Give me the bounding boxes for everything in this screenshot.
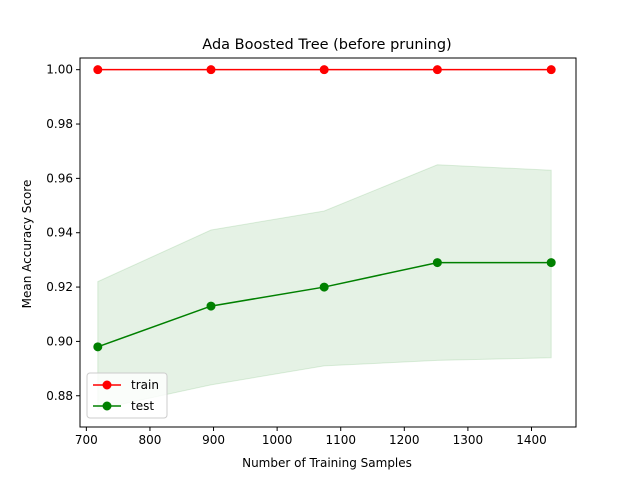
point-test-0 [93,342,103,352]
x-tick-label-5: 1200 [389,433,420,447]
x-tick-label-4: 1100 [325,433,356,447]
x-tick-label-0: 700 [75,433,98,447]
x-tick-label-6: 1300 [453,433,484,447]
y-tick-label-2: 0.92 [46,280,73,294]
chart-title: Ada Boosted Tree (before pruning) [202,37,451,53]
point-test-1 [206,301,216,311]
x-tick-label-1: 800 [138,433,161,447]
x-tick-label-2: 900 [202,433,225,447]
y-tick-label-3: 0.94 [46,226,73,240]
legend: train test [86,372,168,419]
point-train-1 [206,65,216,75]
point-train-0 [93,65,103,75]
point-test-4 [546,258,556,268]
point-train-3 [432,65,442,75]
y-tick-label-4: 0.96 [46,171,73,185]
x-tick-label-7: 1400 [516,433,547,447]
point-train-2 [319,65,329,75]
x-tick-label-3: 1000 [262,433,293,447]
x-axis-label: Number of Training Samples [242,456,412,470]
point-train-4 [546,65,556,75]
plot-frame [79,57,577,428]
y-axis-label: Mean Accuracy Score [20,180,34,309]
y-tick-label-5: 0.98 [46,117,73,131]
point-test-2 [319,282,329,292]
y-tick-label-0: 0.88 [46,389,73,403]
y-tick-label-1: 0.90 [46,334,73,348]
legend-marker-train [102,380,112,390]
y-tick-label-6: 1.00 [46,63,73,77]
point-test-3 [432,258,442,268]
legend-marker-test [102,401,112,411]
legend-label-test: test [131,399,154,413]
legend-label-train: train [131,378,159,392]
